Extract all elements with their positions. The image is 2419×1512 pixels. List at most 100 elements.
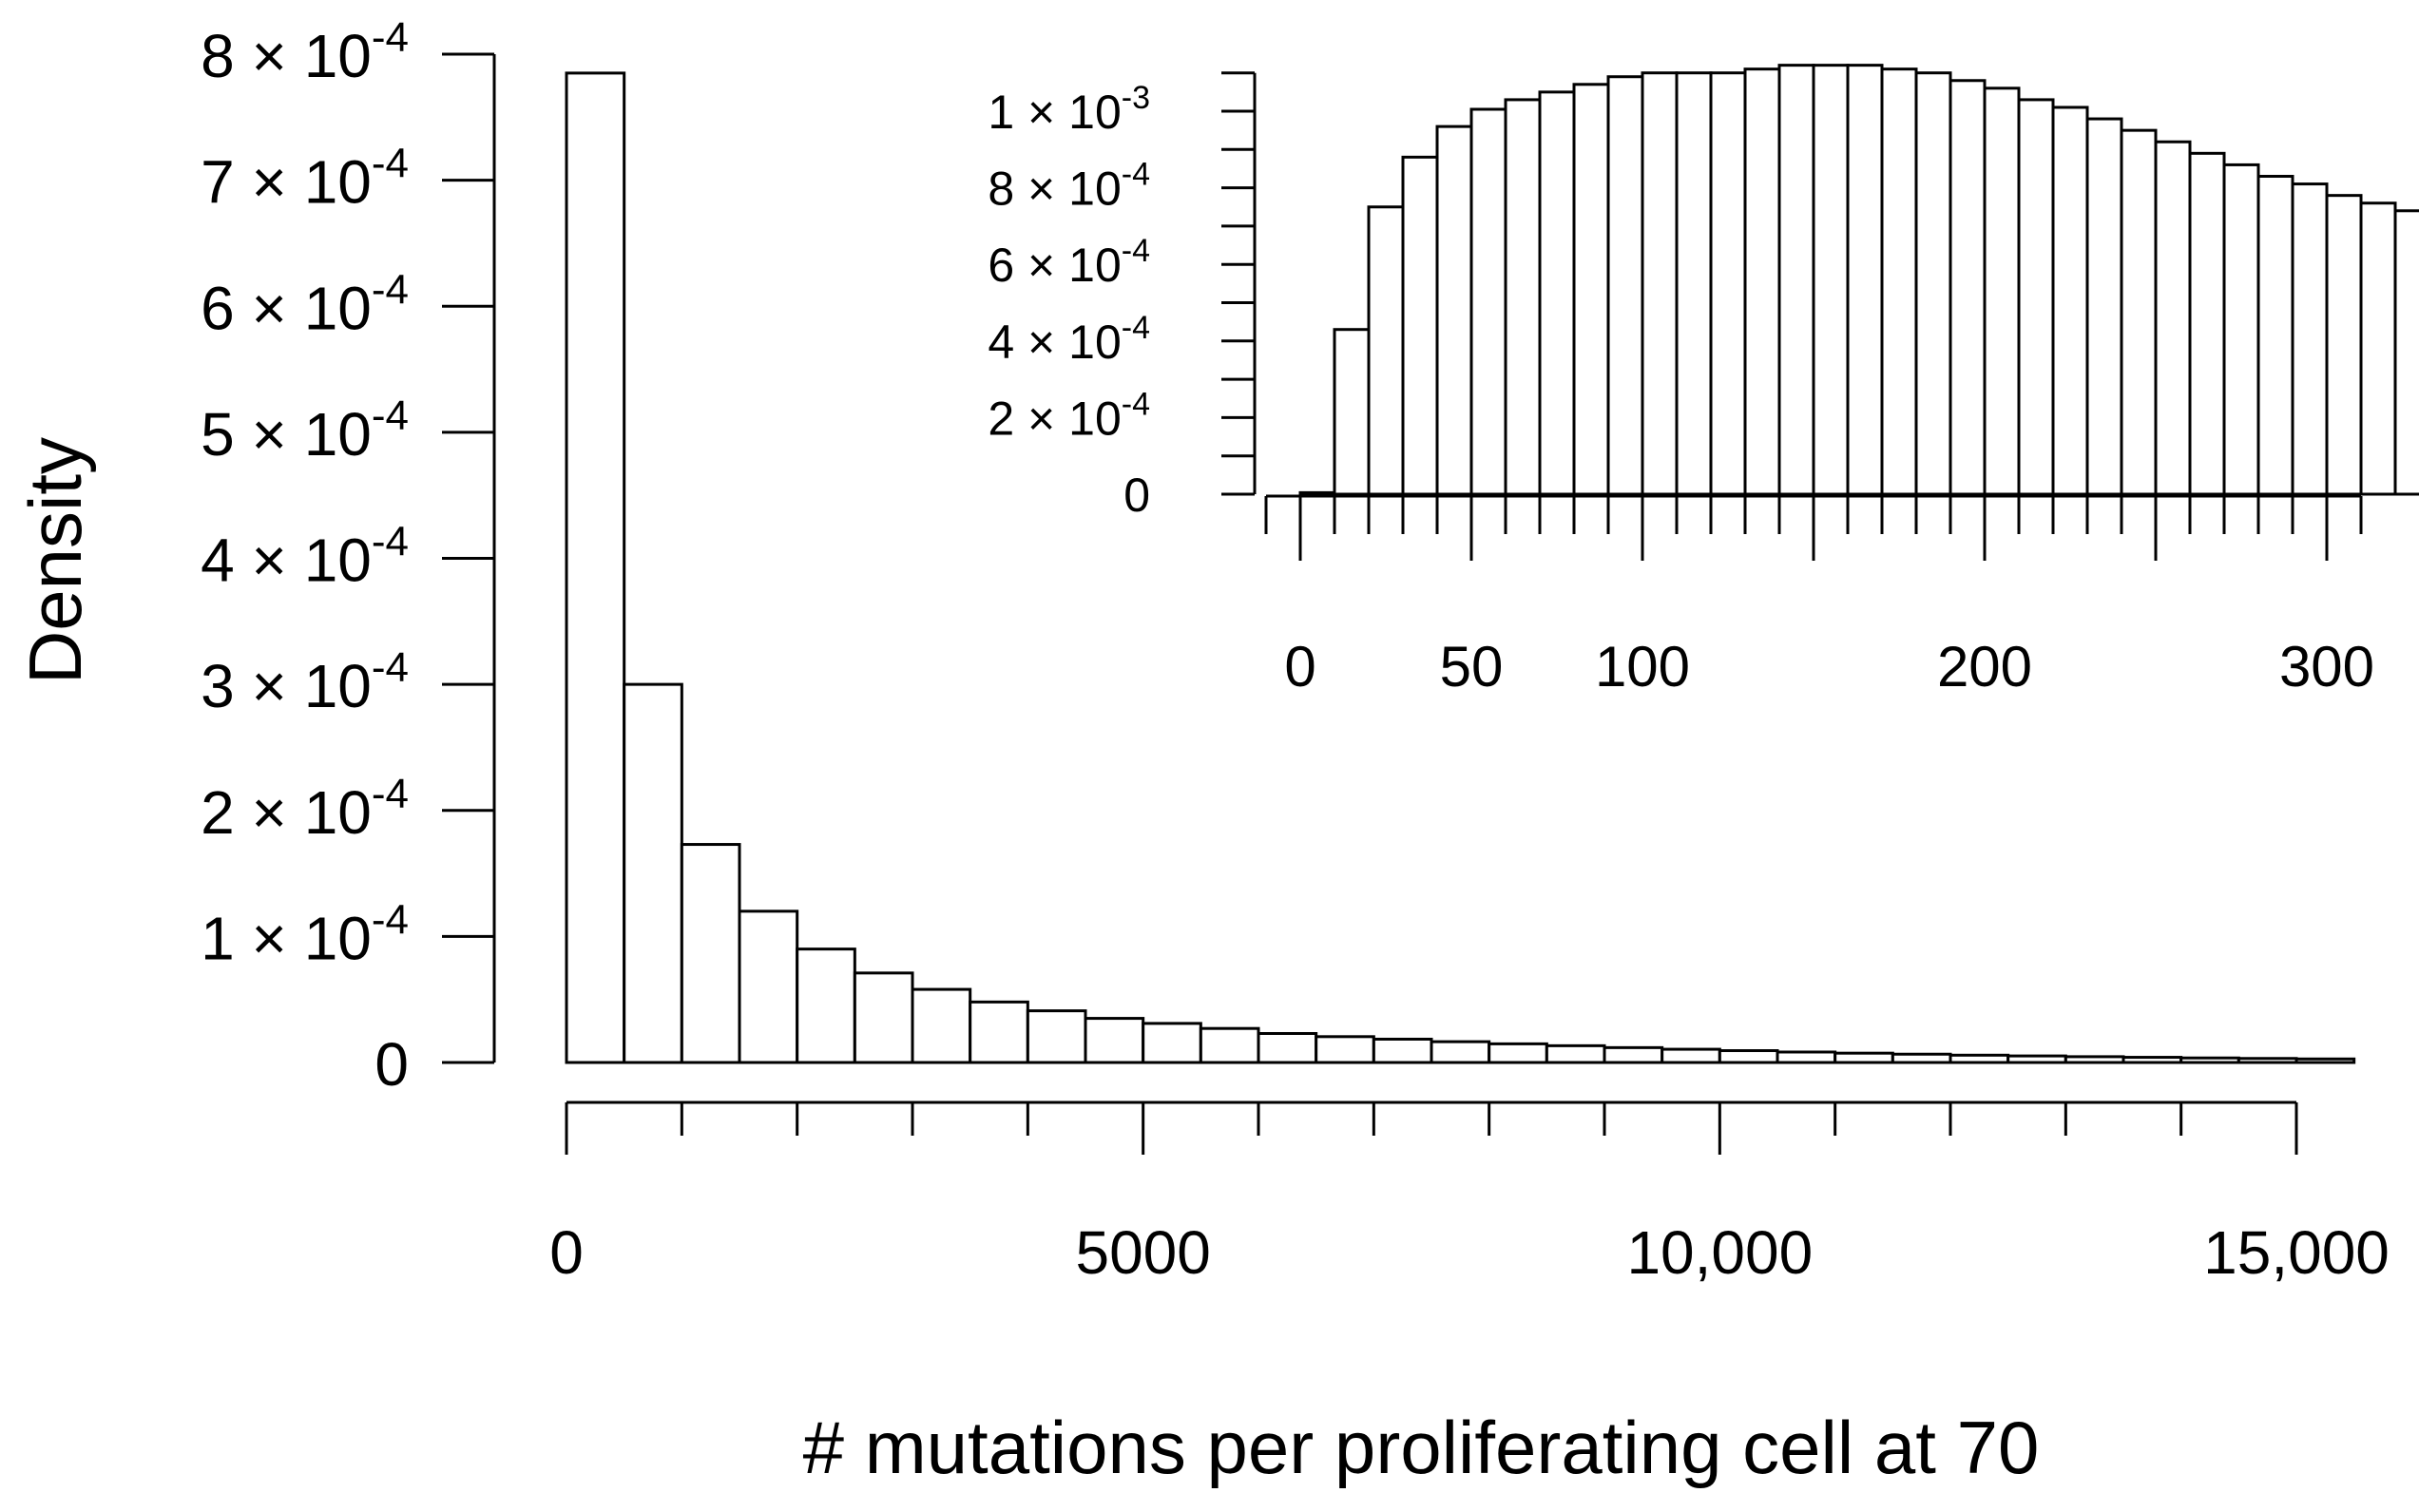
inset-bar-2 <box>1367 205 1405 496</box>
inset-y-tick-label-1: 2 × 10-4 <box>988 386 1150 445</box>
inset-bar-16 <box>1846 64 1884 496</box>
main-y-tick-label-1: 1 × 10-4 <box>201 896 409 972</box>
inset-bar-28 <box>2256 175 2294 496</box>
main-bar-28 <box>2179 1056 2240 1064</box>
inset-axes-group: 02 × 10-44 × 10-46 × 10-48 × 10-41 × 10-… <box>988 71 2374 699</box>
main-y-tick-label-5: 5 × 10-4 <box>201 392 409 469</box>
main-bar-27 <box>2121 1056 2183 1064</box>
main-y-tick-label-2-mantissa: 2 × 10 <box>201 778 372 847</box>
inset-bar-18 <box>1914 71 1952 496</box>
inset-bar-13 <box>1743 67 1781 496</box>
inset-bar-27 <box>2222 163 2260 496</box>
main-bar-19 <box>1661 1047 1721 1064</box>
inset-bar-12 <box>1709 71 1747 496</box>
inset-y-tick-label-3-mantissa: 6 × 10 <box>988 239 1121 292</box>
inset-bar-20 <box>1983 86 2021 496</box>
inset-y-tick-label-4-mantissa: 8 × 10 <box>988 163 1121 216</box>
main-y-tick-label-7-exponent: -4 <box>372 141 409 187</box>
main-bars-group <box>565 71 2356 1064</box>
main-y-tick-label-1-mantissa: 1 × 10 <box>201 904 372 972</box>
main-bar-8 <box>1026 1009 1087 1064</box>
inset-bar-22 <box>2051 105 2089 496</box>
inset-bar-26 <box>2188 151 2226 496</box>
inset-bar-19 <box>1949 79 1987 496</box>
main-bar-12 <box>1257 1031 1318 1064</box>
inset-y-tick-label-2: 4 × 10-4 <box>988 310 1150 369</box>
main-histogram: 01 × 10-42 × 10-43 × 10-44 × 10-45 × 10-… <box>13 14 2390 1489</box>
main-bar-21 <box>1776 1050 1837 1064</box>
main-bar-0 <box>565 71 626 1064</box>
inset-x-tick-label-1: 50 <box>1440 635 1504 699</box>
inset-bar-24 <box>2120 128 2158 496</box>
main-bar-18 <box>1603 1045 1664 1064</box>
main-bar-26 <box>2064 1055 2125 1064</box>
main-x-tick-label-1: 5000 <box>1075 1218 1210 1287</box>
main-bar-16 <box>1488 1042 1548 1064</box>
inset-bar-5 <box>1469 107 1507 496</box>
y-axis-label: Density <box>13 437 97 684</box>
main-x-tick-label-0: 0 <box>549 1218 584 1287</box>
inset-bar-14 <box>1777 64 1815 496</box>
main-bar-14 <box>1372 1037 1433 1064</box>
inset-y-tick-label-1-exponent: -4 <box>1122 386 1150 422</box>
inset-bar-3 <box>1401 155 1439 496</box>
main-y-tick-label-0: 0 <box>374 1030 409 1099</box>
inset-y-tick-label-5-mantissa: 1 × 10 <box>988 86 1121 139</box>
inset-y-tick-label-5-exponent: -3 <box>1122 80 1150 116</box>
inset-bar-4 <box>1435 124 1473 496</box>
inset-y-tick-label-4-exponent: -4 <box>1122 157 1150 193</box>
main-y-tick-label-5-exponent: -4 <box>372 392 409 439</box>
inset-bar-6 <box>1504 98 1542 496</box>
main-bar-5 <box>853 971 914 1064</box>
main-y-tick-label-2-exponent: -4 <box>372 771 409 817</box>
inset-bar-0 <box>1298 490 1336 496</box>
inset-bar-7 <box>1538 90 1576 496</box>
inset-bar-31 <box>2359 201 2397 496</box>
main-bar-24 <box>1949 1053 2010 1064</box>
inset-bar-25 <box>2154 140 2192 496</box>
main-y-tick-label-6-exponent: -4 <box>372 266 409 313</box>
inset-y-tick-label-3-exponent: -4 <box>1122 233 1150 269</box>
inset-bar-21 <box>2017 98 2055 496</box>
inset-y-tick-label-0-mantissa: 0 <box>1123 469 1150 522</box>
inset-y-tick-label-0: 0 <box>1123 469 1150 522</box>
inset-x-tick-label-0: 0 <box>1284 635 1315 699</box>
inset-bar-8 <box>1572 83 1610 496</box>
main-bar-11 <box>1199 1026 1260 1064</box>
main-bar-9 <box>1084 1017 1145 1064</box>
main-y-tick-label-1-exponent: -4 <box>372 896 409 943</box>
main-y-tick-label-5-mantissa: 5 × 10 <box>201 400 372 469</box>
x-axis-label: # mutations per proliferating cell at 70 <box>803 1406 2040 1489</box>
main-bar-7 <box>969 1000 1029 1064</box>
inset-x-tick-label-3: 200 <box>1937 635 2032 699</box>
main-bar-23 <box>1891 1052 1952 1064</box>
inset-bar-29 <box>2291 182 2329 496</box>
inset-y-tick-label-4: 8 × 10-4 <box>988 157 1150 216</box>
inset-bar-15 <box>1812 64 1850 496</box>
main-y-tick-label-3-mantissa: 3 × 10 <box>201 652 372 720</box>
main-bar-3 <box>738 909 799 1064</box>
main-y-tick-label-2: 2 × 10-4 <box>201 771 409 847</box>
main-y-tick-label-7: 7 × 10-4 <box>201 141 409 217</box>
main-bar-17 <box>1545 1043 1606 1064</box>
main-bar-25 <box>2006 1054 2067 1064</box>
inset-bar-9 <box>1606 75 1644 496</box>
main-y-tick-label-8-mantissa: 8 × 10 <box>201 22 372 90</box>
inset-x-tick-label-2: 100 <box>1595 635 1690 699</box>
main-x-tick-label-3: 15,000 <box>2203 1218 2390 1287</box>
main-y-tick-label-6-mantissa: 6 × 10 <box>201 274 372 342</box>
main-y-tick-label-3-exponent: -4 <box>372 644 409 691</box>
main-bar-29 <box>2237 1057 2298 1064</box>
main-bar-4 <box>796 947 856 1064</box>
inset-bar-11 <box>1675 71 1713 496</box>
inset-bar-10 <box>1641 71 1679 496</box>
inset-bar-23 <box>2085 117 2123 496</box>
main-bar-1 <box>623 682 683 1064</box>
main-y-tick-label-4-exponent: -4 <box>372 519 409 565</box>
inset-bar-30 <box>2325 194 2363 496</box>
main-y-tick-label-4-mantissa: 4 × 10 <box>201 526 372 595</box>
main-axes-group: 01 × 10-42 × 10-43 × 10-44 × 10-45 × 10-… <box>201 14 2390 1287</box>
inset-histogram: 02 × 10-44 × 10-46 × 10-48 × 10-41 × 10-… <box>988 64 2419 699</box>
inset-bar-1 <box>1333 328 1371 496</box>
